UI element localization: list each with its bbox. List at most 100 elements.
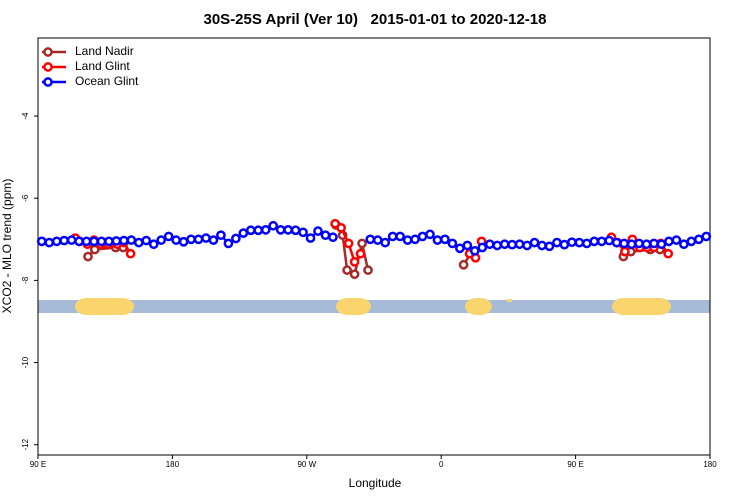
data-point <box>372 235 383 245</box>
data-point <box>440 234 450 245</box>
data-point <box>201 233 211 243</box>
data-point <box>268 220 279 231</box>
legend-label: Land Glint <box>75 59 130 73</box>
data-point <box>455 243 465 254</box>
legend-marker <box>43 77 53 87</box>
data-point <box>193 234 204 245</box>
data-point <box>290 225 301 236</box>
y-tick-label: -6 <box>21 194 30 202</box>
data-point <box>89 236 99 247</box>
data-point <box>492 240 503 251</box>
data-point <box>469 245 480 256</box>
data-point <box>462 240 473 251</box>
x-tick-label: 90 E <box>567 460 583 469</box>
data-point <box>679 239 689 250</box>
data-point <box>125 248 136 259</box>
data-point <box>349 269 360 280</box>
x-tick-label: 90 W <box>297 460 316 469</box>
data-point <box>83 251 93 262</box>
data-point <box>410 234 420 245</box>
legend-label: Land Nadir <box>75 44 134 58</box>
data-point <box>671 235 682 245</box>
data-point <box>283 225 293 235</box>
data-point <box>656 239 667 250</box>
data-point <box>620 246 630 257</box>
data-point <box>336 222 346 233</box>
data-point <box>619 238 629 249</box>
series-line <box>87 224 660 277</box>
data-point <box>44 237 55 248</box>
x-axis-label: Longitude <box>349 476 402 490</box>
data-point <box>275 225 286 235</box>
x-tick-label: 180 <box>703 460 717 469</box>
data-point <box>634 238 644 249</box>
data-point <box>355 248 366 259</box>
data-point <box>663 248 674 259</box>
data-point <box>231 233 241 244</box>
data-point <box>686 236 697 247</box>
y-tick-label: -8 <box>21 276 30 284</box>
data-point <box>141 235 152 246</box>
data-point <box>111 236 122 246</box>
data-point <box>552 237 562 248</box>
data-point <box>611 237 622 248</box>
data-point <box>604 235 615 246</box>
data-point <box>96 236 107 247</box>
data-point <box>223 238 234 249</box>
y-axis-label: XCO2 - MLO trend (ppm) <box>0 179 14 314</box>
data-point <box>537 240 547 251</box>
data-point <box>447 238 458 249</box>
data-point <box>596 236 607 247</box>
surface-strip <box>38 298 710 315</box>
data-point <box>641 239 652 250</box>
land-strip <box>612 298 671 315</box>
data-point <box>567 237 577 248</box>
legend-label: Ocean Glint <box>75 74 139 88</box>
data-point <box>507 239 517 250</box>
data-point <box>581 238 592 249</box>
data-point <box>178 236 189 247</box>
y-tick-label: -12 <box>21 438 30 450</box>
data-point <box>529 237 540 248</box>
data-point <box>36 236 47 247</box>
data-point <box>66 235 77 245</box>
data-point <box>589 236 600 247</box>
y-tick-label: -4 <box>21 112 30 120</box>
data-point <box>305 233 316 243</box>
data-point <box>387 231 398 242</box>
data-point <box>349 257 360 267</box>
data-point <box>395 231 405 242</box>
y-tick-label: -10 <box>21 356 30 368</box>
data-point <box>365 234 376 245</box>
data-point <box>119 235 129 246</box>
data-point <box>649 238 659 249</box>
data-point <box>298 227 308 238</box>
chart-title: 30S-25S April (Ver 10) 2015-01-01 to 202… <box>204 11 547 28</box>
data-point <box>417 231 428 242</box>
data-point <box>245 225 256 236</box>
data-point <box>544 241 555 252</box>
x-tick-label: 0 <box>439 460 444 469</box>
data-point <box>342 265 352 275</box>
data-point <box>133 237 144 248</box>
data-point <box>380 237 391 248</box>
data-point <box>148 239 159 250</box>
data-point <box>313 226 323 236</box>
data-point <box>514 239 525 250</box>
data-point <box>477 242 488 253</box>
data-point <box>253 225 264 236</box>
land-strip <box>336 298 371 315</box>
data-point <box>402 235 413 245</box>
x-tick-label: 90 E <box>30 460 46 469</box>
data-point <box>186 234 196 245</box>
data-point <box>260 225 271 235</box>
data-point <box>559 239 570 250</box>
data-point <box>693 234 704 245</box>
data-point <box>574 237 585 248</box>
data-point <box>51 236 62 247</box>
data-point <box>238 228 249 238</box>
x-tick-label: 180 <box>166 460 180 469</box>
data-point <box>432 235 443 245</box>
data-point <box>499 239 510 250</box>
